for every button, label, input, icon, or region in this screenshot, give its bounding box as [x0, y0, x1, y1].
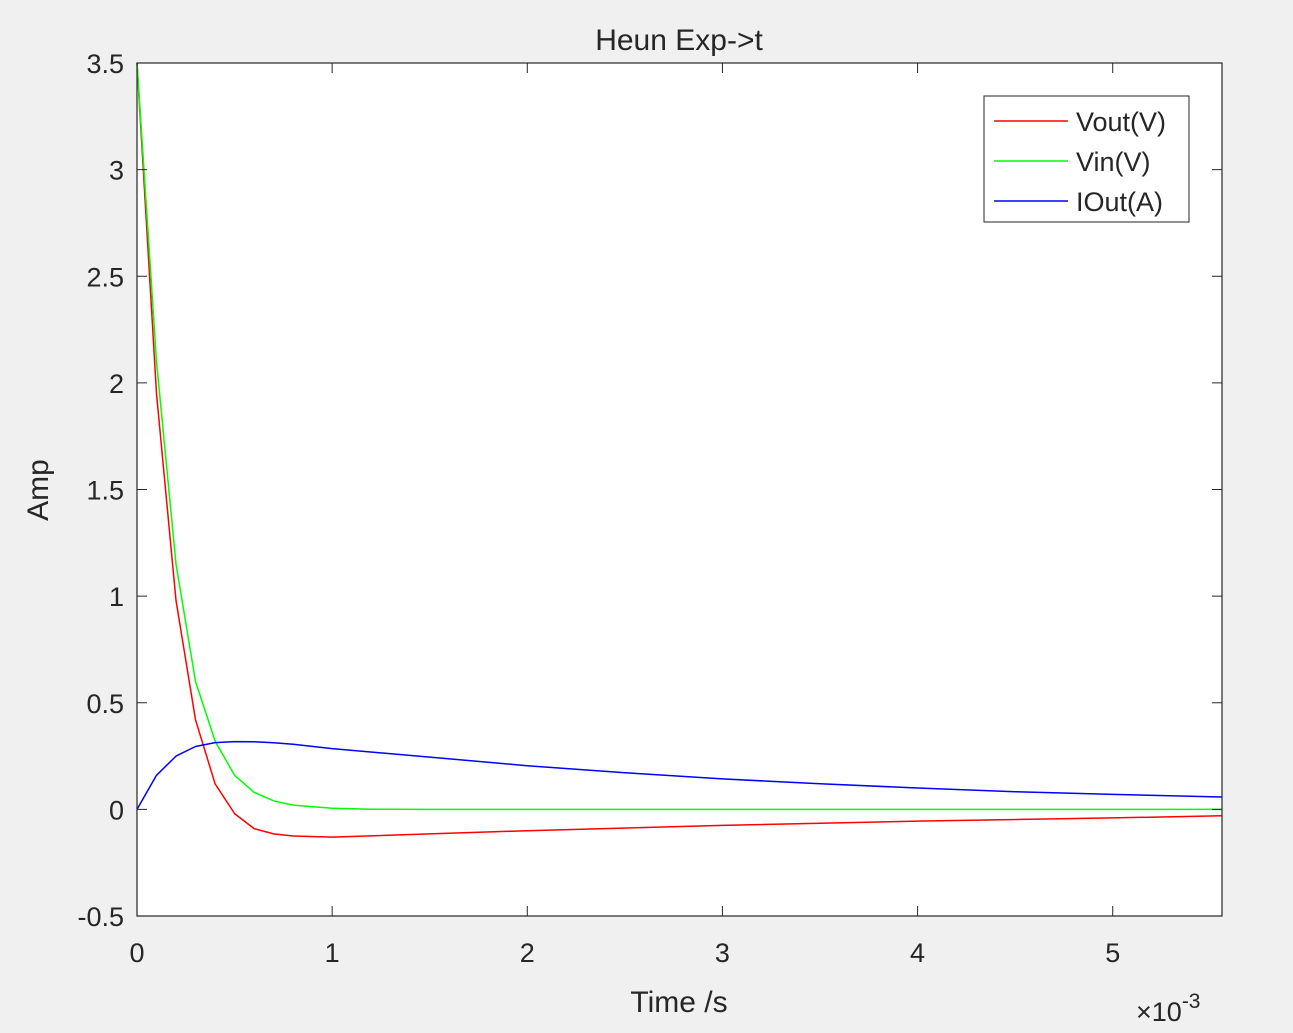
x-tick-label: 3: [715, 938, 730, 968]
y-tick-label: 2: [109, 369, 124, 399]
y-tick-label: -0.5: [77, 902, 124, 932]
x-tick-label: 2: [520, 938, 535, 968]
x-tick-label: 5: [1105, 938, 1120, 968]
y-tick-label: 3.5: [86, 49, 124, 79]
axes-box: [136, 62, 1223, 917]
y-tick-label: 0: [109, 795, 124, 825]
chart-title: Heun Exp->t: [595, 24, 763, 57]
y-tick-label: 2.5: [86, 262, 124, 292]
legend: Vout(V) Vin(V) IOut(A): [983, 95, 1190, 223]
y-tick-label: 3: [109, 156, 124, 186]
series-line-0: [136, 62, 1223, 838]
legend-label-1: Vin(V): [1076, 147, 1151, 177]
y-tick-label: 0.5: [86, 689, 124, 719]
y-axis-label: Amp: [22, 459, 55, 521]
x-tick-label: 0: [129, 938, 144, 968]
x-tick-label: 4: [910, 938, 925, 968]
x-tick-label: 1: [325, 938, 340, 968]
axis-ticks: 0 1 2 3 4 5-0.500.511.522.533.5: [77, 49, 1222, 968]
y-tick-label: 1: [109, 582, 124, 612]
y-tick-label: 1.5: [86, 476, 124, 506]
legend-label-0: Vout(V): [1076, 107, 1166, 137]
series-line-1: [136, 62, 1222, 811]
series-lines: [136, 62, 1223, 838]
x-axis-exponent: ×10-3: [1136, 990, 1201, 1027]
legend-label-2: IOut(A): [1076, 187, 1163, 217]
series-line-2: [136, 740, 1223, 810]
x-axis-label: Time /s: [630, 986, 727, 1019]
